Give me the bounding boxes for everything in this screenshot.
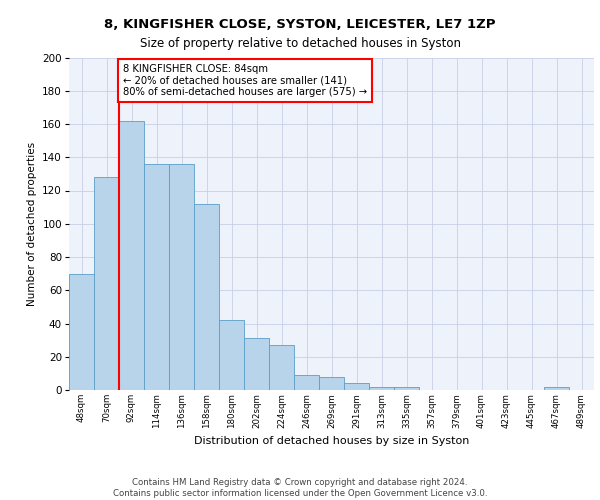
Bar	[169, 164, 194, 390]
Bar	[319, 376, 344, 390]
Bar	[344, 384, 369, 390]
Text: 8 KINGFISHER CLOSE: 84sqm
← 20% of detached houses are smaller (141)
80% of semi: 8 KINGFISHER CLOSE: 84sqm ← 20% of detac…	[123, 64, 367, 98]
Text: 8, KINGFISHER CLOSE, SYSTON, LEICESTER, LE7 1ZP: 8, KINGFISHER CLOSE, SYSTON, LEICESTER, …	[104, 18, 496, 30]
Bar	[394, 386, 419, 390]
Bar	[194, 204, 219, 390]
Bar	[144, 164, 169, 390]
Bar	[244, 338, 269, 390]
Bar	[119, 120, 144, 390]
Bar	[294, 375, 319, 390]
Bar	[369, 386, 394, 390]
Text: Size of property relative to detached houses in Syston: Size of property relative to detached ho…	[139, 38, 461, 51]
Bar	[544, 386, 569, 390]
Text: Contains HM Land Registry data © Crown copyright and database right 2024.
Contai: Contains HM Land Registry data © Crown c…	[113, 478, 487, 498]
Y-axis label: Number of detached properties: Number of detached properties	[27, 142, 37, 306]
Bar	[269, 345, 294, 390]
Bar	[69, 274, 94, 390]
X-axis label: Distribution of detached houses by size in Syston: Distribution of detached houses by size …	[194, 436, 469, 446]
Bar	[219, 320, 244, 390]
Bar	[94, 177, 119, 390]
